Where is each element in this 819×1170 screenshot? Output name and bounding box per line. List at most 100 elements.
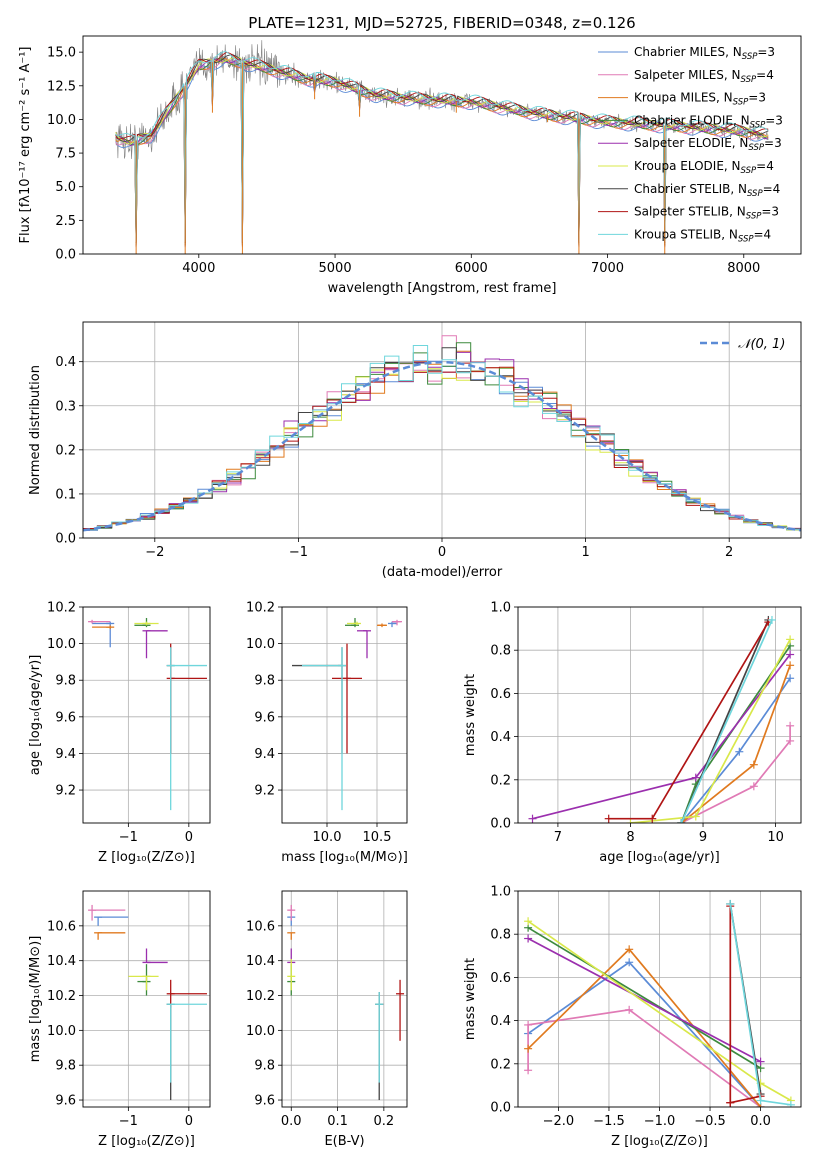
y-tick-label: 5.0 xyxy=(55,180,76,195)
x-axis-label: E(B-V) xyxy=(324,1134,364,1149)
y-tick-label: 9.8 xyxy=(55,1059,76,1074)
legend-label-suffix: =4 xyxy=(756,159,774,173)
legend-label-text: Kroupa ELODIE, N xyxy=(634,159,741,173)
legend-label-sub: SSP xyxy=(748,143,764,153)
kroupa_miles-errorbar xyxy=(94,932,126,940)
x-axis-label: age [log₁₀(age/yr)] xyxy=(599,850,720,865)
kroupa_stelib-weight-marker xyxy=(756,1096,765,1105)
y-tick-label: 0.4 xyxy=(55,355,76,370)
x-tick-label: 0 xyxy=(438,545,446,560)
y-tick-label: 0.4 xyxy=(490,1014,511,1029)
x-tick-label: 8 xyxy=(626,830,634,845)
x-tick-label: 0.0 xyxy=(750,1114,771,1129)
y-tick-label: 9.6 xyxy=(55,710,76,725)
y-axis-label: Flux [fλ10⁻¹⁷ erg cm⁻² s⁻¹ A⁻¹] xyxy=(18,47,33,244)
y-tick-label: 9.2 xyxy=(55,784,76,799)
y-axis-label: age [log₁₀(age/yr)] xyxy=(28,655,43,776)
kroupa_stelib-errorbar xyxy=(166,647,207,811)
axes-frame xyxy=(517,890,802,1108)
normal-distribution-curve xyxy=(83,360,801,532)
age_vs_z-chart: −1 0 9.2 9.4 9.6 9.8 10.0 10.2 Z [log₁₀(Z/Z⊙)] ag… xyxy=(28,601,211,865)
y-tick-label: 9.6 xyxy=(55,1094,76,1109)
chabrier_miles-model-line xyxy=(115,60,769,248)
legend-label-salpeter_elodie: Salpeter ELODIE, NSSP=3 xyxy=(634,136,782,153)
chabrier_miles-weight-marker xyxy=(625,958,634,967)
plot-area xyxy=(524,899,795,1107)
x-axis-label: Z [log₁₀(Z/Z⊙)] xyxy=(611,1134,708,1149)
x-tick-label: 7 xyxy=(554,830,562,845)
salpeter_elodie-weight-marker xyxy=(786,650,795,659)
y-tick-label: 0.0 xyxy=(55,248,76,263)
legend-label-sub: SSP xyxy=(733,98,749,108)
y-tick-label: 9.4 xyxy=(55,747,76,762)
x-axis-label: Z [log₁₀(Z/Z⊙)] xyxy=(98,1134,195,1149)
legend-label-text: Chabrier STELIB, N xyxy=(634,182,747,196)
plot-area xyxy=(528,615,795,823)
kroupa_elodie-model-line xyxy=(115,56,769,244)
salpeter_stelib-weight-marker xyxy=(648,814,657,823)
kroupa_elodie-errorbar xyxy=(347,621,361,626)
legend-label-salpeter_stelib: Salpeter STELIB, NSSP=3 xyxy=(634,205,779,222)
kroupa_stelib-weight-line xyxy=(680,619,773,823)
y-tick-label: 10.4 xyxy=(246,954,275,969)
mass_vs_z-chart: −1 0 9.6 9.8 10.0 10.2 10.4 10.6 Z [log₁₀(Z/Z⊙)]… xyxy=(28,890,211,1149)
axes-frame xyxy=(82,35,802,255)
legend-label-suffix: =3 xyxy=(748,91,766,105)
salpeter_stelib-errorbar xyxy=(332,643,362,754)
chabrier_stelib-errorbar xyxy=(292,647,346,754)
x-tick-label: 4000 xyxy=(182,261,215,276)
x-tick-label: 0.2 xyxy=(374,1114,395,1129)
y-tick-label: 0.2 xyxy=(490,1057,511,1072)
kroupa_stelib-weight-marker xyxy=(677,819,686,823)
plot-area xyxy=(88,904,207,1101)
y-tick-label: 9.8 xyxy=(254,1059,275,1074)
chabrier_elodie-errorbar xyxy=(345,617,359,628)
y-tick-label: 0.4 xyxy=(490,730,511,745)
x-tick-label: 0 xyxy=(185,1114,193,1129)
salpeter_miles-weight-marker xyxy=(786,736,795,745)
weight_vs_z-chart: −2.0 −1.5 −1.0 −0.5 0.0 0.0 0.2 0.4 0.6 0.8 1.0 Z [… xyxy=(463,885,802,1149)
axes-frame xyxy=(517,606,802,824)
y-tick-label: 10.0 xyxy=(246,637,275,652)
legend-label-text: Kroupa STELIB, N xyxy=(634,227,738,241)
x-tick-label: 0 xyxy=(185,830,193,845)
salpeter_miles-errorbar xyxy=(88,904,126,921)
chabrier_elodie-weight-line xyxy=(680,645,791,823)
x-axis-label: wavelength [Angstrom, rest frame] xyxy=(328,281,557,296)
plot-area xyxy=(287,904,405,1101)
chabrier_stelib-model-line xyxy=(115,54,769,244)
y-tick-label: 12.5 xyxy=(47,79,76,94)
x-tick-label: 2 xyxy=(725,545,733,560)
y-tick-label: 9.8 xyxy=(55,674,76,689)
x-tick-label: −1.5 xyxy=(593,1114,625,1129)
kroupa_miles-weight-line xyxy=(680,665,791,823)
y-tick-label: 0.0 xyxy=(490,817,511,832)
salpeter_stelib-errorbar xyxy=(166,643,207,754)
y-tick-label: 10.4 xyxy=(47,954,76,969)
salpeter_stelib-weight-line xyxy=(608,621,770,820)
grid xyxy=(518,890,801,1108)
grid xyxy=(83,891,210,1107)
legend-label-suffix: =4 xyxy=(763,182,781,196)
legend-label-sub: SSP xyxy=(750,120,766,130)
y-tick-label: 9.4 xyxy=(254,747,275,762)
x-tick-label: 10.0 xyxy=(313,830,342,845)
legend-label-sub: SSP xyxy=(746,212,762,222)
axes-frame xyxy=(281,890,408,1108)
y-axis-label: mass weight xyxy=(463,958,478,1040)
kroupa_elodie-weight-marker xyxy=(786,635,795,644)
kroupa_stelib-errorbar xyxy=(166,1003,207,1083)
y-tick-label: 15.0 xyxy=(47,46,76,61)
salpeter_elodie-weight-line xyxy=(527,937,761,1063)
spectrum-title: PLATE=1231, MJD=52725, FIBERID=0348, z=0… xyxy=(248,14,635,32)
salpeter_elodie-errorbar xyxy=(142,948,168,964)
plot-area xyxy=(88,617,207,811)
y-tick-label: 0.8 xyxy=(490,928,511,943)
x-tick-label: −2 xyxy=(145,545,164,560)
y-tick-label: 9.2 xyxy=(254,784,275,799)
y-tick-label: 10.2 xyxy=(246,989,275,1004)
kroupa_elodie-weight-marker xyxy=(626,819,635,823)
y-tick-label: 2.5 xyxy=(55,214,76,229)
salpeter_elodie-errorbar xyxy=(142,630,168,659)
